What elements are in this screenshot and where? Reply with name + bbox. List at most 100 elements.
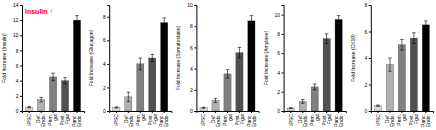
tick: 6 [365,29,371,35]
bar [149,58,156,111]
tick-label: Def.Endo. [210,114,221,127]
tick-label: 8 [190,23,193,29]
tick-label: Post.Fgut [147,113,158,125]
tick: 8 [103,14,109,20]
tick-label: iPSC [200,114,206,126]
tick: 10 [13,32,22,38]
tick: 0 [103,108,109,114]
tick-label: Prim.gut [135,113,146,125]
tick: 2 [190,87,196,93]
tick: 8 [277,31,283,37]
tick-mark [20,5,22,6]
tick-label: Prim.gut [222,113,233,125]
panel: 0246810iPSCDef.Endo.Prim.gutPost.FgutPan… [175,2,259,127]
tick-label: 4 [190,66,193,72]
bar [374,106,381,111]
tick-label-line: Endo. [163,114,169,127]
tick-mark [65,111,66,113]
panel: 02468101214iPSCDef.Endo.Prim.gutPost.Fgu… [1,2,85,127]
tick-label: 6 [103,37,106,43]
error-bar [400,39,404,50]
tick: Panc.Endo. [333,111,344,127]
bar [137,64,144,111]
tick: 2 [277,89,283,95]
tick-label: iPSC [26,114,32,126]
tick-label: 14 [13,2,19,8]
tick: 6 [16,63,22,69]
tick: iPSC [113,111,119,125]
x-axis: iPSCDef.Endo.Prim.gutPost.FgutPanc.Endo. [23,111,85,127]
tick: 12 [13,17,22,23]
tick-label-line: Endo. [251,114,257,127]
tick-label: Panc.Endo. [158,114,169,127]
panel: 02468iPSCDef.Endo.Prim.gutPost.FgutPanc.… [350,2,434,127]
bar [422,25,429,111]
tick-label: 2 [277,89,280,95]
tick-label: Def.Endo. [297,114,308,127]
error-bar [214,98,218,102]
tick-label: iPSC [113,114,119,126]
tick-mark [194,47,196,48]
tick-label: 8 [365,2,368,8]
tick-mark [194,5,196,6]
tick-label: Prim.gut [47,113,58,125]
figure: 02468101214iPSCDef.Endo.Prim.gutPost.Fgu… [0,0,436,130]
tick-mark [203,111,204,113]
tick: Panc.Endo. [420,111,431,127]
tick: Prim.gut [47,111,58,126]
tick-label-line: iPSC [26,114,32,126]
tick-label: 2 [190,87,193,93]
axis-line [23,112,85,114]
tick-label: 8 [103,14,106,20]
tick: 0 [16,108,22,114]
tick-mark [107,111,109,112]
tick-mark [326,111,327,113]
tick-mark [128,111,129,113]
tick-label: 10 [275,12,281,18]
tick-label: 10 [13,32,19,38]
tick-mark [282,34,284,35]
axis-line [107,6,110,112]
tick-mark [107,40,109,41]
tick: Post.Fgut [147,111,158,125]
error-bar [337,16,341,24]
y-axis-title: Fold Increase (Insulin) [1,33,7,83]
tick-mark [194,26,196,27]
tick-mark [413,111,414,113]
tick-label: Prim.gut [396,113,407,125]
y-axis: 0246810 [275,6,285,115]
tick: Post.Fgut [59,111,70,125]
tick-label: Panc.Endo. [71,114,82,127]
tick-label-line: iPSC [200,114,206,126]
y-axis-title: Fold Increase (Amylase) [263,31,269,86]
tick-label: Prim.gut [309,113,320,125]
tick: 0 [277,108,283,114]
x-axis: iPSCDef.Endo.Prim.gutPost.FgutPanc.Endo. [110,111,172,127]
error-bar [115,107,119,108]
tick-mark [389,111,390,113]
tick-label: 8 [16,48,19,54]
tick-mark [282,72,284,73]
tick: Panc.Endo. [158,111,169,127]
tick-label: 2 [365,82,368,88]
bar [236,53,243,111]
tick-mark [251,111,252,113]
tick-mark [425,111,426,113]
tick-label: 6 [190,45,193,51]
tick: 4 [365,55,371,61]
tick-mark [338,111,339,113]
tick-label: iPSC [375,114,381,126]
error-bar [226,70,230,78]
tick-mark [107,17,109,18]
error-bar [301,99,305,103]
error-bar [139,58,143,70]
tick-label-line: Fgut [64,113,70,124]
tick: 2 [16,93,22,99]
tick: 14 [13,2,22,8]
tick-mark [116,111,117,113]
tick-label: 4 [277,70,280,76]
tick-label: 10 [187,2,193,8]
tick-label: Panc.Endo. [246,114,257,127]
tick-mark [20,35,22,36]
tick-label: 2 [16,93,19,99]
